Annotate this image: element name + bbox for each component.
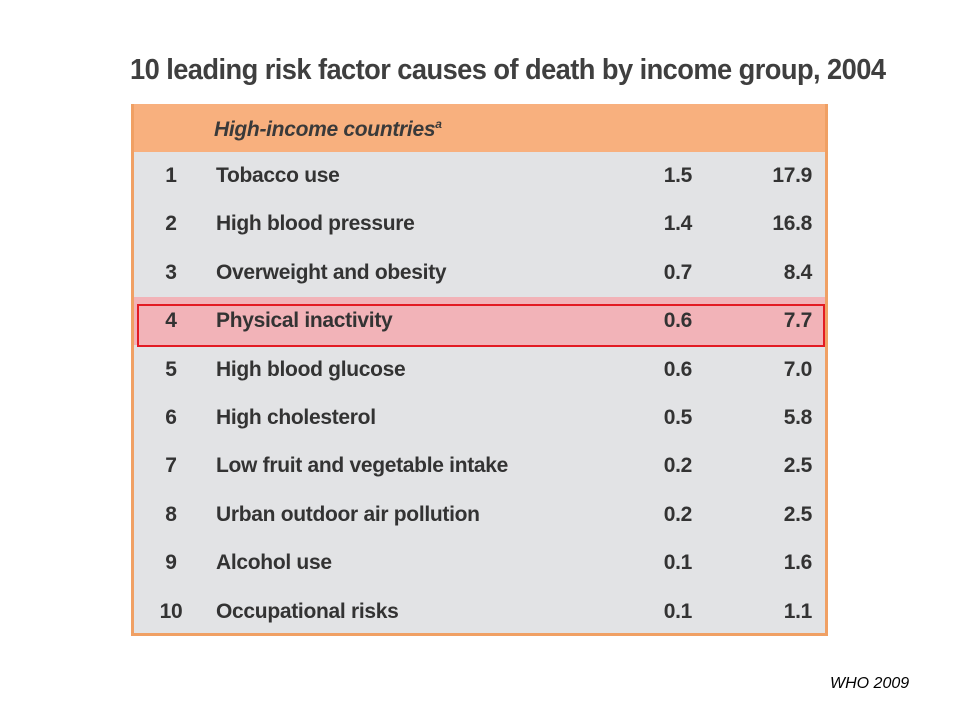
row-name: Overweight and obesity — [216, 260, 447, 284]
risk-factor-table: High-income countriesa 1 Tobacco use 1.5 17… — [131, 104, 828, 636]
row-percent: 0.2 — [663, 454, 693, 478]
row-value: 2.5 — [783, 454, 813, 478]
row-value: 7.0 — [783, 357, 813, 381]
table-row: 5 High blood glucose 0.6 7.0 — [134, 346, 825, 394]
row-value: 1.1 — [783, 599, 813, 623]
row-rank: 3 — [165, 260, 177, 284]
table-row: 3 Overweight and obesity 0.7 8.4 — [134, 249, 825, 297]
group-footnote-marker: a — [435, 117, 442, 131]
table-row: 10 Occupational risks 0.1 1.1 — [134, 588, 825, 636]
row-percent: 0.6 — [663, 357, 693, 381]
table-row: 6 High cholesterol 0.5 5.8 — [134, 394, 825, 442]
row-percent: 0.1 — [663, 551, 693, 575]
row-percent: 0.1 — [663, 599, 693, 623]
row-percent: 1.5 — [663, 164, 693, 187]
table-row: 7 Low fruit and vegetable intake 0.2 2.5 — [134, 442, 825, 490]
row-rank: 1 — [165, 164, 177, 187]
row-rank: 10 — [159, 599, 183, 623]
row-name: High cholesterol — [216, 406, 376, 429]
row-value: 7.7 — [783, 309, 813, 333]
row-percent: 0.2 — [663, 502, 693, 526]
row-name: Alcohol use — [216, 551, 332, 575]
row-value: 17.9 — [772, 164, 812, 187]
row-name: Occupational risks — [216, 599, 399, 623]
row-percent: 0.7 — [663, 260, 693, 284]
row-name: Physical inactivity — [216, 309, 393, 333]
row-value: 1.6 — [783, 551, 813, 575]
row-name: Urban outdoor air pollution — [216, 502, 480, 526]
row-percent: 1.4 — [663, 212, 693, 236]
table-header: High-income countriesa — [134, 104, 825, 152]
row-rank: 6 — [165, 406, 177, 429]
row-rank: 9 — [165, 551, 177, 575]
table-row: 8 Urban outdoor air pollution 0.2 2.5 — [134, 491, 825, 539]
page-title: 10 leading risk factor causes of death b… — [130, 54, 886, 86]
row-rank: 4 — [165, 309, 177, 333]
source-citation: WHO 2009 — [830, 675, 910, 692]
row-rank: 2 — [165, 212, 177, 236]
table-row: 9 Alcohol use 0.1 1.6 — [134, 539, 825, 587]
row-percent: 0.6 — [663, 309, 693, 333]
row-name: Low fruit and vegetable intake — [216, 454, 509, 478]
row-value: 8.4 — [783, 260, 813, 284]
group-label: High-income countriesa — [214, 117, 442, 142]
table-row: 1 Tobacco use 1.5 17.9 — [134, 152, 825, 200]
row-rank: 7 — [165, 454, 177, 478]
row-rank: 8 — [165, 502, 177, 526]
row-value: 2.5 — [783, 502, 813, 526]
table-row: 2 High blood pressure 1.4 16.8 — [134, 200, 825, 248]
row-rank: 5 — [165, 357, 177, 381]
row-value: 16.8 — [772, 212, 812, 236]
row-name: Tobacco use — [216, 164, 340, 187]
row-name: High blood pressure — [216, 212, 415, 236]
row-name: High blood glucose — [216, 357, 406, 381]
row-value: 5.8 — [783, 406, 813, 429]
table-row: 4 Physical inactivity 0.6 7.7 — [134, 297, 825, 346]
group-label-text: High-income countries — [214, 118, 436, 141]
row-percent: 0.5 — [663, 406, 693, 429]
